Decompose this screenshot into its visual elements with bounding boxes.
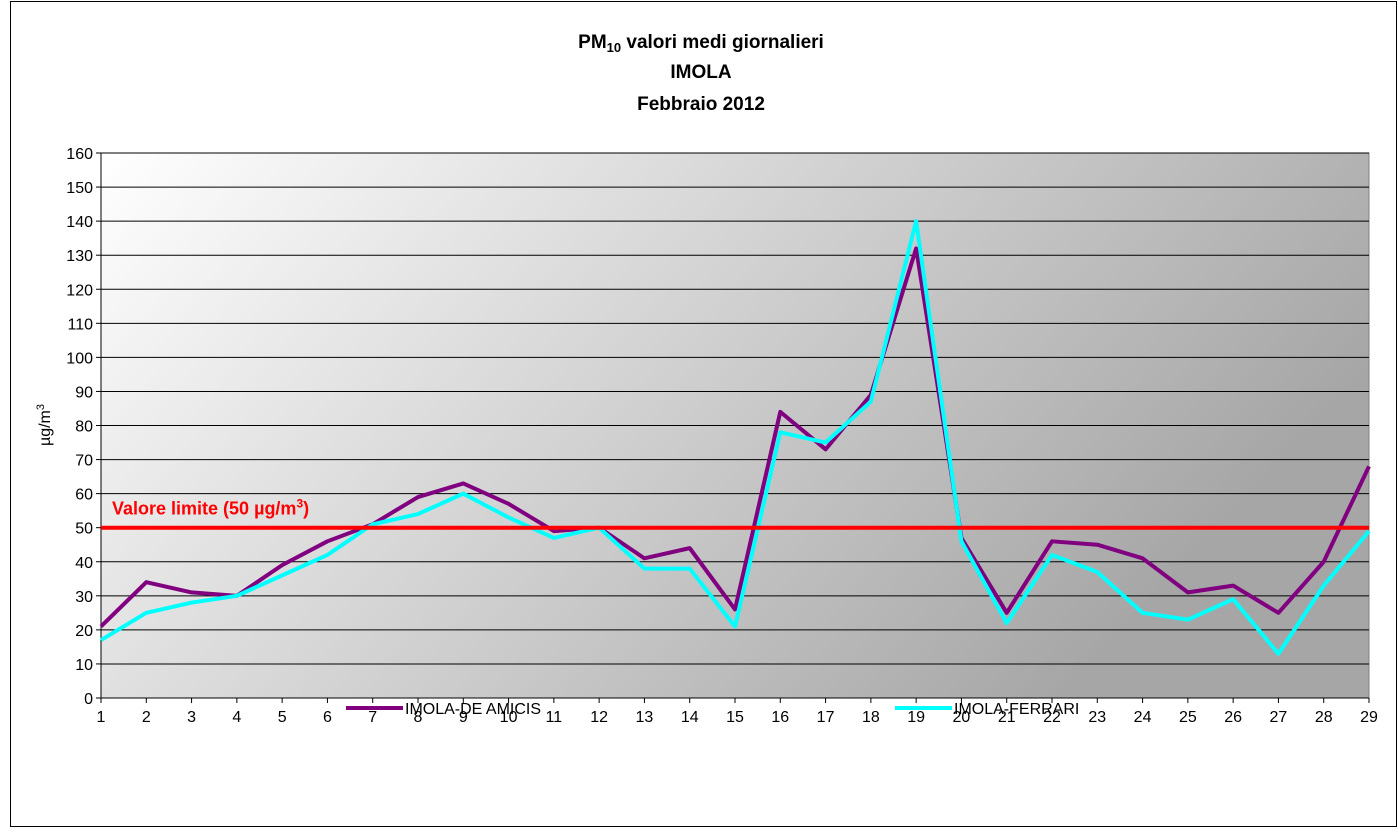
x-tick-label: 1	[97, 709, 106, 726]
y-tick-label: 130	[66, 248, 93, 265]
y-tick-label: 10	[75, 657, 93, 674]
y-tick-label: 160	[66, 146, 93, 163]
y-tick-label: 80	[75, 419, 93, 436]
x-tick-label: 23	[1088, 709, 1106, 726]
x-tick-label: 19	[907, 709, 925, 726]
x-tick-label: 7	[368, 709, 377, 726]
y-tick-label: 140	[66, 214, 93, 231]
threshold-label: Valore limite (50 µg/m3)	[112, 497, 309, 519]
x-tick-label: 15	[726, 709, 744, 726]
x-tick-label: 3	[187, 709, 196, 726]
x-tick-label: 22	[1043, 709, 1061, 726]
chart-title: PM10 valori medi giornalieri	[578, 32, 824, 55]
x-tick-label: 25	[1179, 709, 1197, 726]
threshold-label-text: Valore limite (50 µg/m	[112, 499, 296, 519]
y-tick-label: 50	[75, 521, 93, 538]
x-tick-label: 11	[546, 709, 563, 726]
x-tick-label: 4	[232, 709, 241, 726]
x-tick-label: 26	[1224, 709, 1242, 726]
x-tick-label: 27	[1270, 709, 1288, 726]
legend-label: IMOLA-FERRARI	[954, 701, 1079, 718]
y-tick-label: 20	[75, 623, 93, 640]
x-tick-label: 12	[590, 709, 608, 726]
x-tick-label: 28	[1315, 709, 1333, 726]
data-line	[99, 219, 1371, 656]
x-tick-label: 13	[636, 709, 654, 726]
y-tick-label: 60	[75, 487, 93, 504]
x-tick-label: 2	[142, 709, 151, 726]
x-tick-label: 5	[278, 709, 287, 726]
y-tick-label: 90	[75, 384, 93, 401]
x-tick-label: 8	[414, 709, 423, 726]
y-axis-label: µg/m3	[35, 404, 54, 446]
x-tick-label: 6	[323, 709, 332, 726]
threshold-label-end: )	[303, 499, 309, 519]
y-tick-label: 100	[66, 350, 93, 367]
x-tick-label: 9	[459, 709, 468, 726]
legend-label: IMOLA-DE AMICIS	[405, 701, 541, 718]
y-tick-label: 120	[66, 282, 93, 299]
y-tick-label: 150	[66, 180, 93, 197]
y-tick-label: 110	[67, 316, 93, 333]
x-tick-label: 21	[998, 709, 1016, 726]
x-tick-label: 29	[1360, 709, 1378, 726]
y-tick-label: 0	[84, 691, 93, 708]
x-tick-label: 16	[771, 709, 789, 726]
chart-subtitle: Febbraio 2012	[637, 94, 765, 115]
y-tick-label: 70	[75, 453, 93, 470]
x-tick-label: 18	[862, 709, 880, 726]
threshold-label-sup: 3	[296, 497, 303, 511]
chart-subtitle: IMOLA	[670, 62, 731, 83]
x-tick-label: 20	[953, 709, 971, 726]
x-tick-label: 17	[817, 709, 835, 726]
x-tick-label: 24	[1134, 709, 1152, 726]
x-tick-label: 14	[681, 709, 699, 726]
y-tick-label: 30	[75, 589, 93, 606]
y-tick-label: 40	[75, 555, 93, 572]
data-line	[99, 246, 1371, 628]
x-tick-label: 10	[500, 709, 518, 726]
